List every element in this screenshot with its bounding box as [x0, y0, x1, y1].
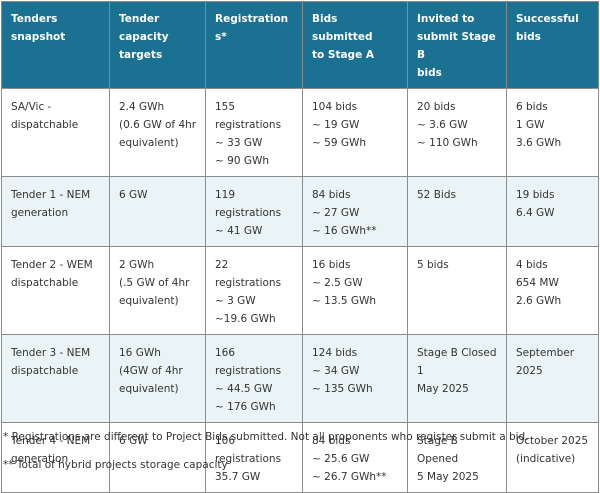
table-cell: 119 registrations ~ 41 GW: [205, 176, 303, 247]
table-cell: 19 bids 6.4 GW: [506, 176, 599, 247]
table-cell: Stage B Closed 1 May 2025: [407, 334, 507, 423]
table-cell: 84 bids ~ 27 GW ~ 16 GWh**: [302, 176, 408, 247]
table-cell: Tender 2 - WEM dispatchable: [1, 246, 110, 335]
table-cell: September 2025: [506, 334, 599, 423]
table-cell: Tender 3 - NEM dispatchable: [1, 334, 110, 423]
table-cell: Tender 4 - NEM generation: [1, 422, 110, 493]
column-header-invited-stage-b: Invited to submit Stage B bids: [407, 1, 507, 89]
table-cell: 2 GWh (.5 GW of 4hr equivalent): [109, 246, 206, 335]
table-cell: 84 bids ~ 25.6 GW ~ 26.7 GWh**: [302, 422, 408, 493]
table-cell: 6 GW: [109, 176, 206, 247]
table-cell: 16 bids ~ 2.5 GW ~ 13.5 GWh: [302, 246, 408, 335]
table-header-row: Tenders snapshot Tender capacity targets…: [1, 1, 599, 89]
table-cell: 6 bids 1 GW 3.6 GWh: [506, 88, 599, 177]
table-cell: 6 GW: [109, 422, 206, 493]
footnote-registrations: * Registrations are different to Project…: [3, 431, 529, 443]
table-cell: 106 registrations 35.7 GW: [205, 422, 303, 493]
table-cell: October 2025 (indicative): [506, 422, 599, 493]
column-header-successful-bids: Successful bids: [506, 1, 599, 89]
table-cell: SA/Vic - dispatchable: [1, 88, 110, 177]
table-row-tender-2: Tender 2 - WEM dispatchable 2 GWh (.5 GW…: [1, 246, 599, 335]
table-cell: 2.4 GWh (0.6 GW of 4hr equivalent): [109, 88, 206, 177]
table-cell: 5 bids: [407, 246, 507, 335]
column-header-capacity-targets: Tender capacity targets: [109, 1, 206, 89]
table-cell: 52 Bids: [407, 176, 507, 247]
table-cell: 166 registrations ~ 44.5 GW ~ 176 GWh: [205, 334, 303, 423]
footnote-storage-capacity: ** Total of hybrid projects storage capa…: [3, 459, 228, 471]
table-row-tender-1: Tender 1 - NEM generation 6 GW 119 regis…: [1, 176, 599, 247]
table-cell: 104 bids ~ 19 GW ~ 59 GWh: [302, 88, 408, 177]
column-header-bids-stage-a: Bids submitted to Stage A: [302, 1, 408, 89]
table-cell: 20 bids ~ 3.6 GW ~ 110 GWh: [407, 88, 507, 177]
table-cell: 22 registrations ~ 3 GW ~19.6 GWh: [205, 246, 303, 335]
table-row-tender-3: Tender 3 - NEM dispatchable 16 GWh (4GW …: [1, 334, 599, 423]
table-cell: 124 bids ~ 34 GW ~ 135 GWh: [302, 334, 408, 423]
table-row-tender-4: Tender 4 - NEM generation 6 GW 106 regis…: [1, 422, 599, 493]
column-header-tenders-snapshot: Tenders snapshot: [1, 1, 110, 89]
table-cell: Tender 1 - NEM generation: [1, 176, 110, 247]
table-row-sa-vic: SA/Vic - dispatchable 2.4 GWh (0.6 GW of…: [1, 88, 599, 177]
table-cell: 155 registrations ~ 33 GW ~ 90 GWh: [205, 88, 303, 177]
table-cell: 4 bids 654 MW 2.6 GWh: [506, 246, 599, 335]
column-header-registrations: Registrations*: [205, 1, 303, 89]
table-cell: 16 GWh (4GW of 4hr equivalent): [109, 334, 206, 423]
table-cell: Stage B Opened 5 May 2025: [407, 422, 507, 493]
